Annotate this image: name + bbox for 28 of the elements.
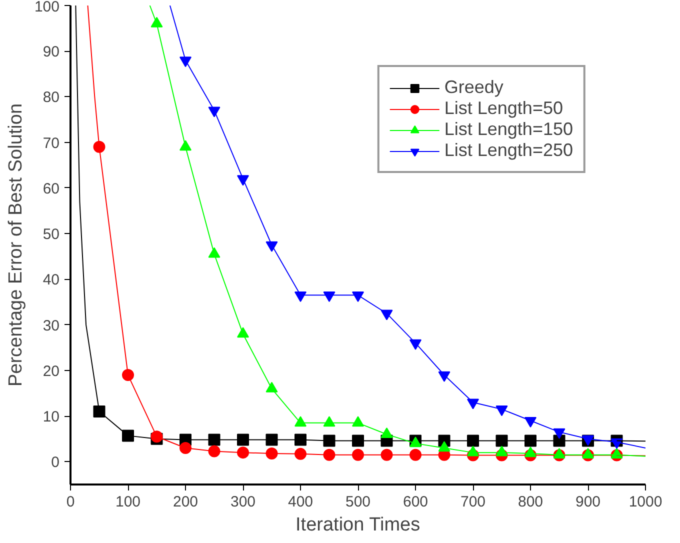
x-tick-label: 900 [575, 494, 601, 510]
x-tick-label: 400 [288, 494, 314, 510]
x-tick-label: 600 [402, 494, 428, 510]
legend-label: Greedy [444, 77, 504, 98]
y-tick-label: 30 [42, 317, 60, 334]
y-tick-label: 50 [42, 226, 60, 244]
x-tick-label: 300 [230, 494, 256, 510]
x-tick-label: 700 [460, 494, 486, 510]
legend-label: List Length=50 [444, 98, 563, 119]
x-tick-label: 500 [345, 494, 371, 510]
y-tick-label: 40 [42, 272, 60, 289]
y-tick-label: 80 [42, 89, 60, 106]
x-tick-label: 200 [172, 494, 198, 510]
y-tick-label: 10 [42, 408, 60, 426]
y-tick-label: 70 [42, 134, 60, 152]
x-tick-label: 100 [115, 494, 141, 510]
y-tick-label: 100 [34, 0, 60, 16]
y-tick-label: 20 [42, 362, 60, 380]
x-tick-label: 1000 [628, 494, 662, 510]
y-tick-label: 0 [51, 454, 60, 472]
legend-label: List Length=250 [444, 140, 573, 161]
y-tick-label: 90 [42, 44, 60, 61]
y-tick-label: 60 [42, 180, 60, 198]
x-tick-label: 800 [518, 494, 544, 510]
y-axis-title: Percentage Error of Best Solution [5, 103, 26, 387]
x-axis-title: Iteration Times [296, 514, 420, 536]
legend-label: List Length=150 [444, 119, 573, 140]
x-tick-label: 0 [66, 494, 75, 510]
